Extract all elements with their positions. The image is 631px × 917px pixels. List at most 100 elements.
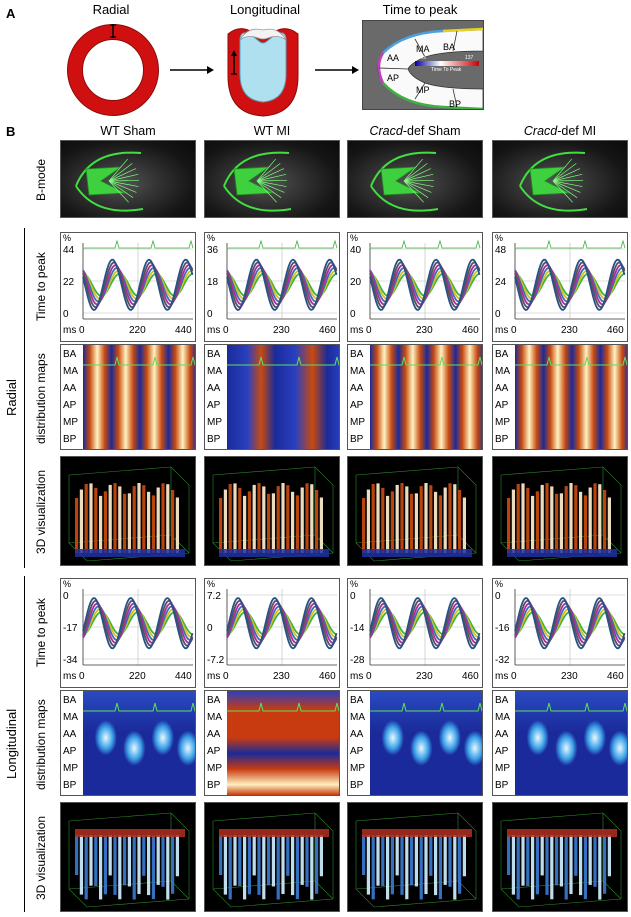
surface-ridge: [108, 835, 112, 876]
segment-label-ap: AP: [63, 400, 77, 411]
surface-ridge: [434, 835, 438, 896]
surface-ridge: [132, 835, 136, 900]
seg-ma: MA: [416, 44, 430, 54]
dmap-long-cracd-mi: BA MA AA AP MP BP: [492, 690, 628, 796]
unit-percent: %: [207, 579, 215, 589]
ttp-chart-radial-wt-mi: 36 18 0% ms 0 230 460: [204, 232, 340, 342]
surface-ridge: [588, 487, 592, 553]
heatmap-area: [83, 691, 195, 795]
surface-plot: [68, 466, 190, 562]
group-label-longitudinal: Longitudinal: [4, 708, 19, 780]
segment-label-ba: BA: [207, 695, 221, 706]
surface-ridge: [94, 487, 98, 553]
surface-ridge: [511, 835, 515, 895]
unit-percent: %: [350, 233, 358, 243]
surface-ridge: [99, 835, 103, 900]
surface-ridge: [550, 835, 554, 900]
row-label-ttp-long: Time to peak: [34, 598, 48, 668]
segment-label-mp: MP: [207, 763, 222, 774]
surface-top-band: [75, 829, 185, 837]
surface-ridge: [540, 484, 544, 553]
vis3d-long-wt-mi: [204, 802, 340, 912]
surface-plot: [500, 812, 622, 908]
surface-ridge: [535, 491, 539, 553]
segment-label-bp: BP: [350, 780, 364, 791]
surface-ridge: [453, 484, 457, 553]
surface-ridge: [271, 835, 275, 887]
segment-label-ma: MA: [207, 366, 222, 377]
surface-ridge: [540, 835, 544, 876]
heatmap-ecg-overlay: [227, 702, 339, 712]
surface-ridge: [458, 835, 462, 894]
trace-5: [514, 258, 626, 312]
surface-ridge: [390, 835, 394, 895]
surface-ridge: [113, 483, 117, 553]
col-title-cracd-mi: Cracd-def MI: [523, 124, 597, 138]
surface-ridge: [233, 835, 237, 886]
surface-ridge: [300, 835, 304, 885]
trace-4: [226, 261, 338, 309]
segment-label-ma: MA: [495, 366, 510, 377]
surface-ridge: [555, 493, 559, 553]
segment-label-aa: AA: [207, 383, 221, 394]
trace-5: [369, 258, 481, 312]
surface-ridge: [142, 485, 146, 553]
surface-ridge: [156, 835, 160, 885]
x-tick-label: 230: [416, 671, 433, 682]
surface-ridge: [429, 485, 433, 553]
surface-ridge: [262, 835, 266, 900]
surface-ridge: [79, 835, 83, 895]
row-label-dmap-radial: distribution maps: [34, 353, 48, 445]
x-tick-label: 0: [79, 325, 85, 336]
surface-ridge: [371, 484, 375, 553]
surface-ridge: [252, 835, 256, 876]
segment-label-ma: MA: [63, 366, 78, 377]
seg-mp: MP: [416, 85, 430, 95]
ttp-chart-long-wt-sham: 0 -17 -34% ms 0 220 440: [60, 578, 196, 688]
surface-ridge: [79, 489, 83, 553]
surface-ridge: [156, 487, 160, 553]
segment-label-ap: AP: [350, 400, 364, 411]
ecg-trace: [83, 702, 195, 712]
trace-5: [82, 596, 194, 650]
x-tick-label: 0: [223, 671, 229, 682]
scale-max: 137: [465, 55, 474, 61]
surface-ridge: [310, 484, 314, 553]
x-tick-label: 460: [462, 671, 479, 682]
dmap-radial-wt-sham: BA MA AA AP MP BP: [60, 344, 196, 450]
surface-ridge: [545, 835, 549, 895]
surface-ridge: [410, 835, 414, 886]
segment-label-bp: BP: [63, 780, 77, 791]
vis3d-radial-wt-sham: [60, 456, 196, 566]
seg-ba: BA: [443, 42, 456, 52]
surface-ridge: [362, 835, 366, 875]
ecg-trace: [515, 356, 627, 366]
surface-ridge: [574, 485, 578, 553]
surface-base-band: [219, 549, 329, 557]
col-title-cracd-sham: Cracd-def Sham: [369, 124, 461, 138]
heatmap-ecg-overlay: [370, 702, 482, 712]
surface-ridge: [118, 486, 122, 553]
surface-ridge: [603, 835, 607, 894]
surface-ridge: [319, 835, 323, 877]
surface-ridge: [535, 835, 539, 895]
surface-ridge: [462, 497, 466, 553]
surface-ridge: [598, 835, 602, 900]
trace-4: [369, 261, 481, 309]
surface-ridge: [247, 835, 251, 895]
unit-percent: %: [495, 233, 503, 243]
surface-ridge: [89, 835, 93, 886]
surface-ridge: [366, 489, 370, 553]
ecg-trace: [369, 239, 481, 249]
x-tick-label: 460: [607, 671, 624, 682]
y-tick-label: 44: [63, 245, 75, 256]
x-tick-label: 220: [129, 671, 146, 682]
surface-ridge: [295, 835, 299, 900]
x-tick-label: 0: [223, 325, 229, 336]
seg-bp: BP: [449, 99, 462, 109]
surface-plot: [212, 812, 334, 908]
trace-4: [514, 599, 626, 647]
ttp-chart-radial-cracd-sham: 40 20 0% ms 0 230 460: [347, 232, 483, 342]
surface-ridge: [438, 835, 442, 900]
x-tick-label: 0: [511, 671, 517, 682]
